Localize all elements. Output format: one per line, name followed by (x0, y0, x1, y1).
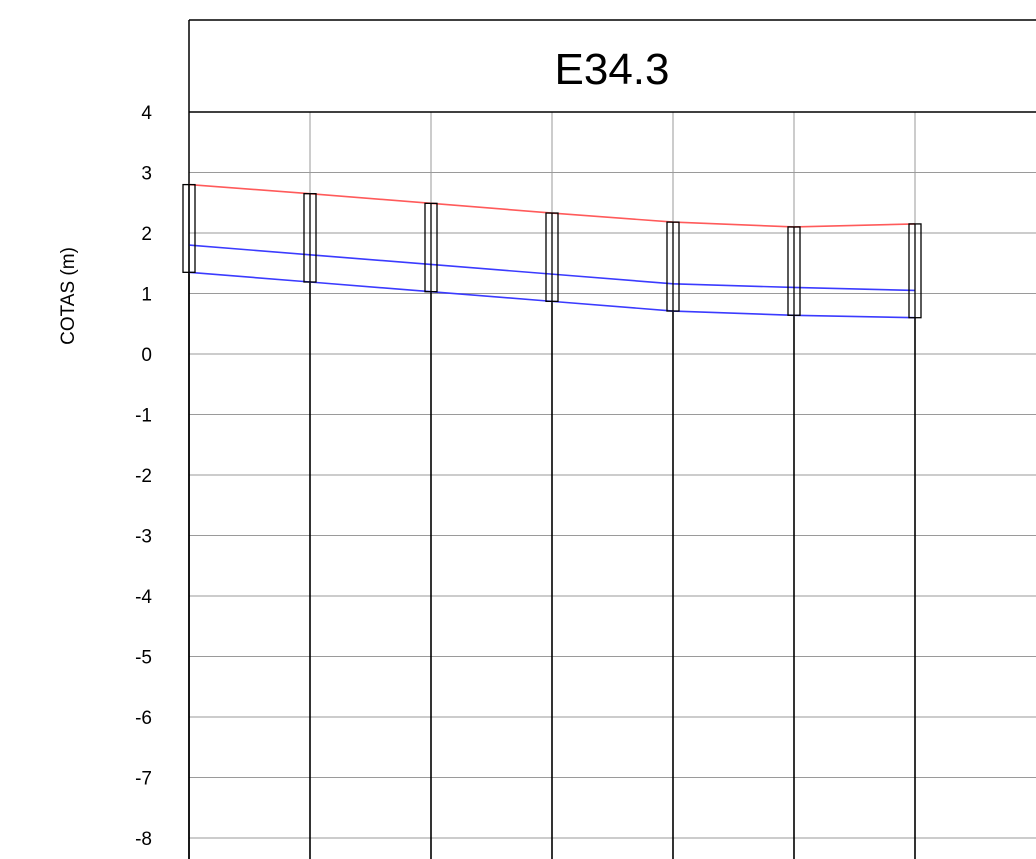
chart-frame (188, 19, 1036, 859)
y-tick-label: -4 (135, 587, 152, 608)
y-tick-label: -1 (135, 406, 152, 427)
y-tick-label: -7 (135, 769, 152, 790)
y-tick-label: 3 (141, 164, 152, 185)
y-tick-label: -2 (135, 466, 152, 487)
y-tick-label: 1 (141, 285, 152, 306)
y-tick-label: 0 (141, 345, 152, 366)
borehole-boxes (182, 183, 922, 319)
y-tick-label: 4 (141, 103, 152, 124)
y-axis-label: COTAS (m) (58, 247, 79, 345)
y-tick-label: -6 (135, 708, 152, 729)
y-tick-label: -8 (135, 829, 152, 850)
y-tick-label: 2 (141, 224, 152, 245)
y-tick-label: -5 (135, 648, 152, 669)
y-tick-label: -3 (135, 527, 152, 548)
chart-title: E34.3 (555, 45, 670, 94)
y-axis-ticks: 4 3 2 1 0 -1 -2 -3 -4 -5 -6 -7 -8 (135, 103, 152, 850)
borehole-stems (188, 272, 916, 859)
